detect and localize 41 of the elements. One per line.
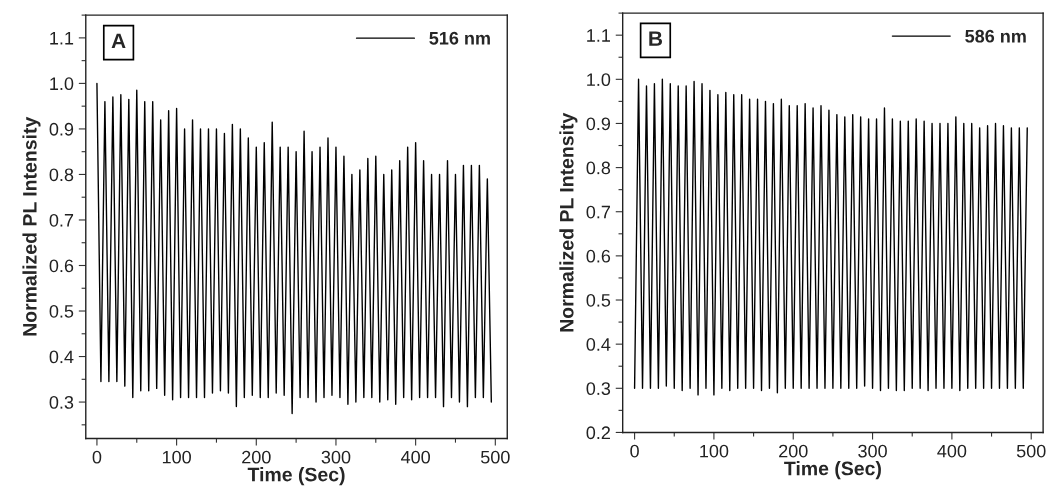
y-tick-label: 0.8 (49, 168, 74, 182)
y-tick-label: 1.1 (587, 29, 611, 42)
y-tick-label: 0.6 (49, 259, 74, 273)
x-tick-label: 400 (400, 450, 430, 464)
x-tick-label: 300 (321, 450, 351, 464)
x-tick-label: 500 (1016, 444, 1046, 458)
y-tick-label: 0.7 (586, 205, 610, 219)
y-tick-label: 0.3 (586, 382, 611, 396)
y-tick-label: 1.0 (50, 77, 74, 91)
x-tick-label: 200 (242, 450, 271, 464)
y-tick-label: 0.4 (49, 350, 74, 364)
x-axis-title: Time (Sec) (247, 467, 345, 486)
x-tick-label: 500 (480, 450, 510, 464)
legend-label: 516 nm (429, 31, 490, 45)
y-tick-label: 0.5 (49, 304, 74, 318)
y-tick-label: 0.6 (586, 249, 611, 263)
y-tick-label: 0.3 (49, 396, 74, 409)
y-tick-label: 0.9 (586, 117, 611, 131)
y-tick-label: 1.0 (587, 73, 611, 87)
x-tick-label: 0 (92, 450, 102, 464)
x-axis-title: Time (Sec) (784, 461, 881, 480)
annotation: A (111, 33, 126, 49)
x-tick-label: 100 (162, 450, 191, 464)
y-tick-label: 0.4 (586, 338, 611, 351)
line-series (96, 82, 493, 415)
annotation: B (649, 31, 663, 46)
x-tick-label: 200 (779, 444, 808, 458)
y-tick-label: 1.1 (50, 32, 74, 45)
line-series (633, 78, 1028, 396)
x-tick-label: 400 (937, 444, 967, 458)
y-tick-label: 0.8 (586, 161, 611, 175)
y-axis-title: Normalized PL Intensity (22, 116, 41, 336)
y-axis-title: Normalized PL Intensity (559, 112, 578, 332)
y-tick-label: 0.2 (586, 426, 610, 440)
y-tick-label: 0.7 (49, 213, 74, 227)
y-tick-label: 0.5 (586, 293, 611, 307)
x-tick-label: 100 (700, 444, 729, 458)
x-tick-label: 300 (858, 444, 887, 458)
x-tick-label: 0 (630, 444, 639, 458)
y-tick-label: 0.9 (49, 122, 74, 136)
legend-label: 586 nm (965, 29, 1026, 43)
